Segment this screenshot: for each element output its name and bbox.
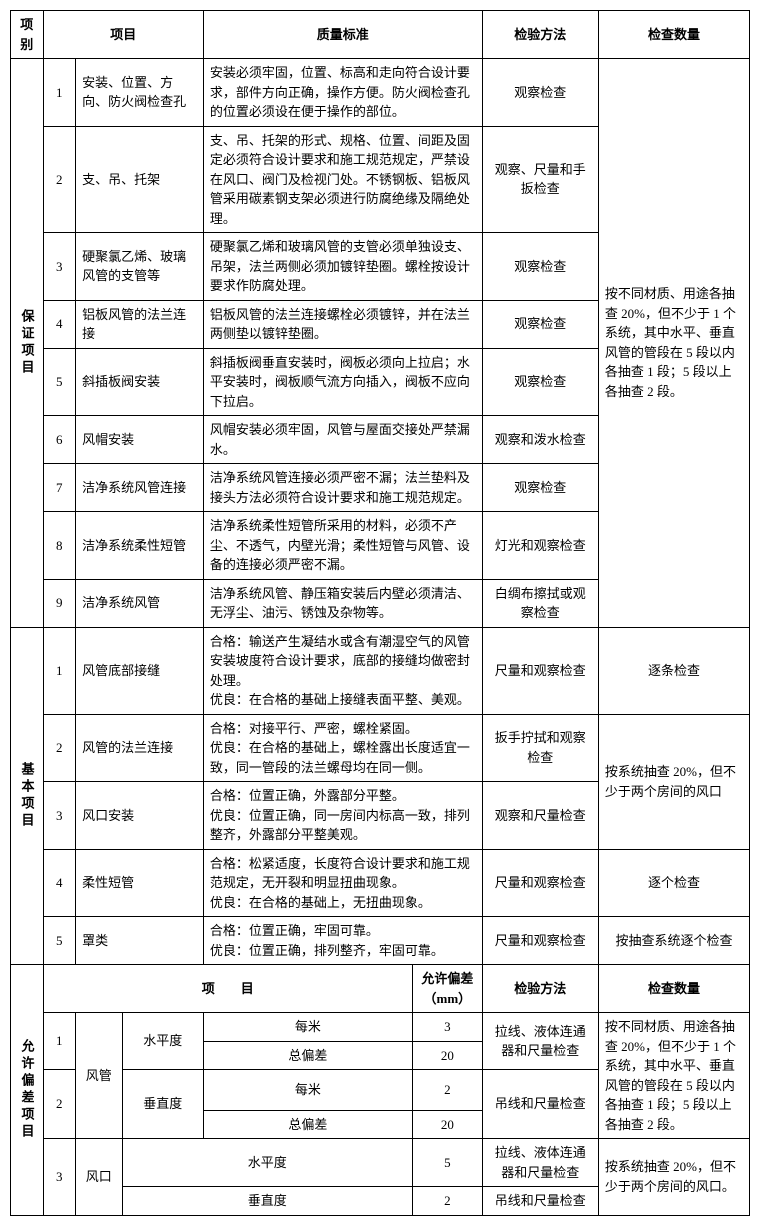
g1-r8-std: 洁净系统柔性短管所采用的材料，必须不产尘、不透气，内壁光滑；柔性短管与风管、设备…	[203, 512, 482, 580]
g3-vert1: 垂直度	[122, 1070, 203, 1139]
g2-r4-n: 4	[43, 849, 76, 917]
g1-r5-item: 斜插板阀安装	[76, 348, 204, 416]
g1-r1-n: 1	[43, 59, 76, 127]
g3-total2: 总偏差	[203, 1110, 412, 1139]
g3-level2: 水平度	[122, 1139, 412, 1187]
g1-r6-std: 风帽安装必须牢固，风管与屋面交接处严禁漏水。	[203, 416, 482, 464]
hdr-standard: 质量标准	[203, 11, 482, 59]
g3-perm2: 每米	[203, 1070, 412, 1111]
g2-r5-qty: 按抽查系统逐个检查	[598, 917, 749, 965]
g3-m3: 拉线、液体连通器和尺量检查	[482, 1139, 598, 1187]
hdr-quantity: 检查数量	[598, 11, 749, 59]
g1-r4-n: 4	[43, 300, 76, 348]
g2-r2-std: 合格：对接平行、严密，螺栓紧固。 优良：在合格的基础上，螺栓露出长度适宜一致，同…	[203, 714, 482, 782]
g2-r5-n: 5	[43, 917, 76, 965]
g3-perm1: 每米	[203, 1013, 412, 1042]
g3-hdr-item: 项 目	[43, 965, 412, 1013]
g3-duct: 风管	[76, 1013, 122, 1139]
g2-r2-n: 2	[43, 714, 76, 782]
g1-r6-item: 风帽安装	[76, 416, 204, 464]
g1-r1-item: 安装、位置、方向、防火阀检查孔	[76, 59, 204, 127]
g3-total1: 总偏差	[203, 1041, 412, 1070]
g2-r5-method: 尺量和观察检查	[482, 917, 598, 965]
g1-r8-item: 洁净系统柔性短管	[76, 512, 204, 580]
g1-r5-std: 斜插板阀垂直安装时，阀板必须向上拉启；水平安装时，阀板顺气流方向插入，阀板不应向…	[203, 348, 482, 416]
g3-r3-n: 3	[43, 1139, 76, 1216]
g3-cat: 允许偏差项目	[11, 965, 44, 1216]
g2-r4-item: 柔性短管	[76, 849, 204, 917]
g1-r7-item: 洁净系统风管连接	[76, 464, 204, 512]
g3-vf: 2	[413, 1187, 483, 1216]
g2-r4-method: 尺量和观察检查	[482, 849, 598, 917]
hdr-item: 项目	[43, 11, 203, 59]
g2-r2-method: 扳手拧拭和观察检查	[482, 714, 598, 782]
g1-r9-method: 白绸布擦拭或观察检查	[482, 579, 598, 627]
g1-r8-n: 8	[43, 512, 76, 580]
g2-cat: 基本项目	[11, 627, 44, 965]
g1-r9-std: 洁净系统风管、静压箱安装后内壁必须清洁、无浮尘、油污、锈蚀及杂物等。	[203, 579, 482, 627]
g3-m2: 吊线和尺量检查	[482, 1070, 598, 1139]
g1-r7-method: 观察检查	[482, 464, 598, 512]
g3-vent: 风口	[76, 1139, 122, 1216]
g2-r3-item: 风口安装	[76, 782, 204, 850]
g1-r3-method: 观察检查	[482, 233, 598, 301]
g1-r2-std: 支、吊、托架的形式、规格、位置、间距及固定必须符合设计要求和施工规范规定，严禁设…	[203, 126, 482, 233]
g3-vd: 20	[413, 1110, 483, 1139]
g1-r1-method: 观察检查	[482, 59, 598, 127]
g1-r4-std: 铝板风管的法兰连接螺栓必须镀锌，并在法兰两侧垫以镀锌垫圈。	[203, 300, 482, 348]
g3-va: 3	[413, 1013, 483, 1042]
g1-r9-n: 9	[43, 579, 76, 627]
g1-r2-n: 2	[43, 126, 76, 233]
g1-r3-n: 3	[43, 233, 76, 301]
g1-r6-n: 6	[43, 416, 76, 464]
g2-r1-qty: 逐条检查	[598, 627, 749, 714]
g1-r6-method: 观察和泼水检查	[482, 416, 598, 464]
g2-r3-qty: 按系统抽查 20%，但不少于两个房间的风口	[598, 714, 749, 849]
g3-m4: 吊线和尺量检查	[482, 1187, 598, 1216]
g1-r8-method: 灯光和观察检查	[482, 512, 598, 580]
g2-r1-n: 1	[43, 627, 76, 714]
quality-standards-table: 项别 项目 质量标准 检验方法 检查数量 保证项目 1 安装、位置、方向、防火阀…	[10, 10, 750, 1216]
g1-r3-std: 硬聚氯乙烯和玻璃风管的支管必须单独设支、吊架，法兰两侧必须加镀锌垫圈。螺栓按设计…	[203, 233, 482, 301]
g2-r3-std: 合格：位置正确，外露部分平整。 优良：位置正确，同一房间内标高一致，排列整齐，外…	[203, 782, 482, 850]
g3-r1-n: 1	[43, 1013, 76, 1070]
g3-hdr-method: 检验方法	[482, 965, 598, 1013]
g1-r5-method: 观察检查	[482, 348, 598, 416]
g2-r3-n: 3	[43, 782, 76, 850]
g3-hdr-dev: 允许偏差（mm）	[413, 965, 483, 1013]
g1-r2-item: 支、吊、托架	[76, 126, 204, 233]
g1-r4-item: 铝板风管的法兰连接	[76, 300, 204, 348]
g3-hdr-qty: 检查数量	[598, 965, 749, 1013]
g3-m1: 拉线、液体连通器和尺量检查	[482, 1013, 598, 1070]
g3-r2-n: 2	[43, 1070, 76, 1139]
g1-r3-item: 硬聚氯乙烯、玻璃风管的支管等	[76, 233, 204, 301]
g1-cat: 保证项目	[11, 59, 44, 628]
g2-r3-method: 观察和尺量检查	[482, 782, 598, 850]
g1-r4-method: 观察检查	[482, 300, 598, 348]
g2-r2-item: 风管的法兰连接	[76, 714, 204, 782]
g2-r4-std: 合格：松紧适度，长度符合设计要求和施工规范规定，无开裂和明显扭曲现象。 优良：在…	[203, 849, 482, 917]
g3-vb: 20	[413, 1041, 483, 1070]
g1-r9-item: 洁净系统风管	[76, 579, 204, 627]
g1-r1-std: 安装必须牢固，位置、标高和走向符合设计要求，部件方向正确，操作方便。防火阀检查孔…	[203, 59, 482, 127]
g3-level1: 水平度	[122, 1013, 203, 1070]
g2-r1-method: 尺量和观察检查	[482, 627, 598, 714]
g2-r1-item: 风管底部接缝	[76, 627, 204, 714]
g1-r7-n: 7	[43, 464, 76, 512]
g1-r2-method: 观察、尺量和手扳检查	[482, 126, 598, 233]
g1-r5-n: 5	[43, 348, 76, 416]
g2-r1-std: 合格：输送产生凝结水或含有潮湿空气的风管安装坡度符合设计要求，底部的接缝均做密封…	[203, 627, 482, 714]
g3-qty1: 按不同材质、用途各抽查 20%，但不少于 1 个系统，其中水平、垂直风管的管段在…	[598, 1013, 749, 1139]
g3-ve: 5	[413, 1139, 483, 1187]
g2-r5-std: 合格：位置正确，牢固可靠。 优良：位置正确，排列整齐，牢固可靠。	[203, 917, 482, 965]
g3-vc: 2	[413, 1070, 483, 1111]
g2-r4-qty: 逐个检查	[598, 849, 749, 917]
hdr-category: 项别	[11, 11, 44, 59]
hdr-method: 检验方法	[482, 11, 598, 59]
g3-vert2: 垂直度	[122, 1187, 412, 1216]
g1-qty: 按不同材质、用途各抽查 20%，但不少于 1 个系统，其中水平、垂直风管的管段在…	[598, 59, 749, 628]
g1-r7-std: 洁净系统风管连接必须严密不漏；法兰垫料及接头方法必须符合设计要求和施工规范规定。	[203, 464, 482, 512]
g2-r5-item: 罩类	[76, 917, 204, 965]
g3-qty2: 按系统抽查 20%，但不少于两个房间的风口。	[598, 1139, 749, 1216]
